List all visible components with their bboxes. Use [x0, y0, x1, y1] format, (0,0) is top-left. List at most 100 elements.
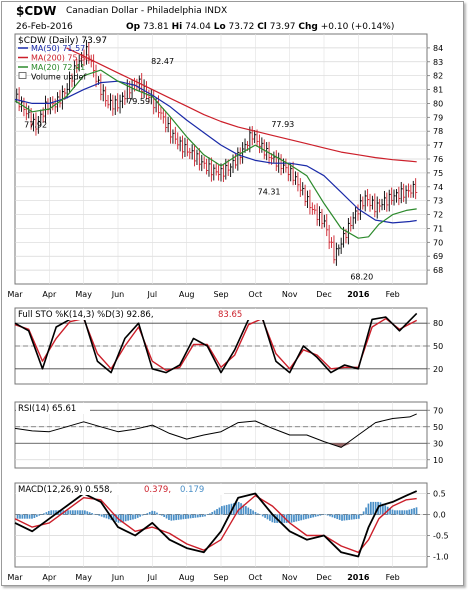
- macd-histogram-bar: [338, 514, 341, 520]
- macd-histogram-bar: [302, 514, 305, 520]
- macd-histogram-bar: [367, 503, 370, 515]
- ma20-line: [14, 69, 417, 239]
- macd-x-tick-label: Aug: [179, 573, 195, 582]
- macd-histogram-bar: [259, 514, 262, 515]
- macd-histogram-bar: [38, 514, 41, 516]
- macd-histogram-bar: [307, 514, 310, 519]
- sto-k-line: [14, 312, 418, 374]
- macd-histogram-bar: [206, 514, 209, 515]
- macd-histogram-bar: [153, 511, 156, 515]
- macd-histogram-bar: [124, 514, 127, 522]
- panel-0-ytick-label: 76: [433, 155, 443, 164]
- macd-histogram-bar: [146, 513, 149, 515]
- macd-histogram-bar: [177, 514, 180, 520]
- macd-histogram-bar: [144, 514, 146, 515]
- macd-histogram-bar: [16, 514, 19, 519]
- macd-histogram-bar: [112, 514, 115, 522]
- price-annotation: 79.59: [127, 97, 150, 106]
- macd-histogram-bar: [283, 514, 286, 523]
- ma50-line: [14, 80, 417, 224]
- macd-histogram-bar: [213, 510, 216, 515]
- macd-histogram-bar: [194, 514, 197, 518]
- macd-histogram-bar: [35, 514, 38, 517]
- macd-histogram-bar: [84, 510, 86, 515]
- macd-histogram-bar: [370, 501, 372, 515]
- macd-x-tick-label: 2016: [347, 573, 370, 582]
- macd-histogram-bar: [136, 514, 139, 518]
- macd-histogram-bar: [180, 514, 182, 520]
- macd-histogram-bar: [204, 514, 206, 517]
- price-annotation: 77.92: [24, 120, 47, 129]
- macd-histogram-bar: [175, 514, 178, 521]
- macd-histogram-bar: [384, 505, 387, 515]
- macd-histogram-bar: [201, 514, 204, 517]
- panel-3-ytick-label: -1.0: [433, 553, 449, 562]
- macd-histogram-bar: [47, 510, 50, 515]
- macd-histogram-bar: [50, 510, 53, 515]
- price-x-tick-label: Nov: [282, 290, 298, 299]
- panel-0-ytick-label: 80: [433, 99, 443, 108]
- price-x-tick-label: Sep: [213, 290, 228, 299]
- macd-histogram-bar: [278, 514, 281, 523]
- macd-histogram-bar: [331, 514, 334, 518]
- macd-histogram-bar: [184, 514, 187, 519]
- legend-label: MA(200) 75.80: [31, 54, 90, 63]
- macd-histogram-bar: [293, 514, 295, 523]
- macd-histogram-bar: [216, 509, 218, 515]
- legend-label: MA(20) 72.41: [31, 63, 85, 72]
- macd-histogram-bar: [134, 514, 137, 519]
- macd-histogram-bar: [341, 514, 343, 521]
- macd-title: MACD(12,26,9) 0.558,: [18, 485, 112, 495]
- macd-histogram-bar: [208, 513, 211, 515]
- macd-histogram-bar: [410, 508, 413, 515]
- instrument-name: Canadian Dollar - Philadelphia INDX: [66, 6, 228, 16]
- macd-histogram-bar: [353, 514, 355, 520]
- panel-0-ytick-label: 69: [433, 252, 443, 261]
- panel-0-ytick-label: 75: [433, 169, 443, 178]
- ohlc-readout: Op 73.81 Hi 74.04 Lo 73.72 Cl 73.97 Chg …: [126, 22, 395, 32]
- chart-canvas: 68 69 70 71 72 73 74 75 76 77 78 79 80 81 82 83 84 82.47 7…: [7, 33, 449, 582]
- macd-histogram-bar: [396, 510, 399, 515]
- macd-histogram-bar: [211, 511, 214, 515]
- panel-0-ytick-label: 70: [433, 238, 443, 247]
- rsi-title-bg: [16, 403, 90, 414]
- macd-histogram-bar: [156, 512, 158, 515]
- macd-histogram-bar: [237, 501, 240, 515]
- macd-histogram-bar: [105, 514, 108, 519]
- price-x-tick-label: Mar: [7, 290, 23, 299]
- panel-0-ytick-label: 73: [433, 197, 443, 206]
- macd-histogram-bar: [273, 514, 276, 523]
- macd-histogram-bar: [242, 504, 245, 515]
- macd-x-tick-label: Oct: [248, 573, 262, 582]
- macd-histogram-bar: [96, 514, 98, 515]
- macd-hist-value: 0.179: [180, 485, 204, 495]
- panel-2-ytick-label: 30: [433, 439, 443, 448]
- macd-x-tick-label: Apr: [42, 573, 57, 582]
- macd-histogram-bar: [88, 512, 91, 515]
- macd-histogram-bar: [28, 514, 31, 519]
- macd-histogram-bar: [408, 509, 411, 515]
- macd-histogram-bar: [264, 514, 266, 518]
- macd-histogram-bar: [355, 514, 358, 520]
- macd-histogram-bar: [26, 514, 29, 519]
- price-annotation: 74.31: [258, 187, 281, 196]
- macd-histogram-bar: [413, 508, 415, 515]
- macd-histogram-bar: [389, 508, 391, 515]
- price-x-tick-label: Dec: [316, 290, 331, 299]
- macd-histogram-bar: [261, 514, 264, 517]
- macd-histogram-bar: [329, 514, 331, 517]
- macd-histogram-bar: [297, 514, 300, 521]
- macd-histogram-bar: [343, 514, 346, 521]
- macd-x-tick-label: Jul: [147, 573, 158, 582]
- macd-histogram-bar: [170, 514, 173, 521]
- macd-line: [14, 490, 418, 558]
- macd-histogram-bar: [228, 504, 230, 515]
- macd-histogram-bar: [120, 514, 122, 523]
- macd-histogram-bar: [266, 514, 269, 520]
- macd-histogram-bar: [98, 514, 101, 516]
- quote-date: 26-Feb-2016: [16, 22, 73, 32]
- panel-3-ytick-label: 0.0: [433, 511, 446, 520]
- macd-histogram-bar: [103, 514, 105, 518]
- macd-histogram-bar: [189, 514, 192, 519]
